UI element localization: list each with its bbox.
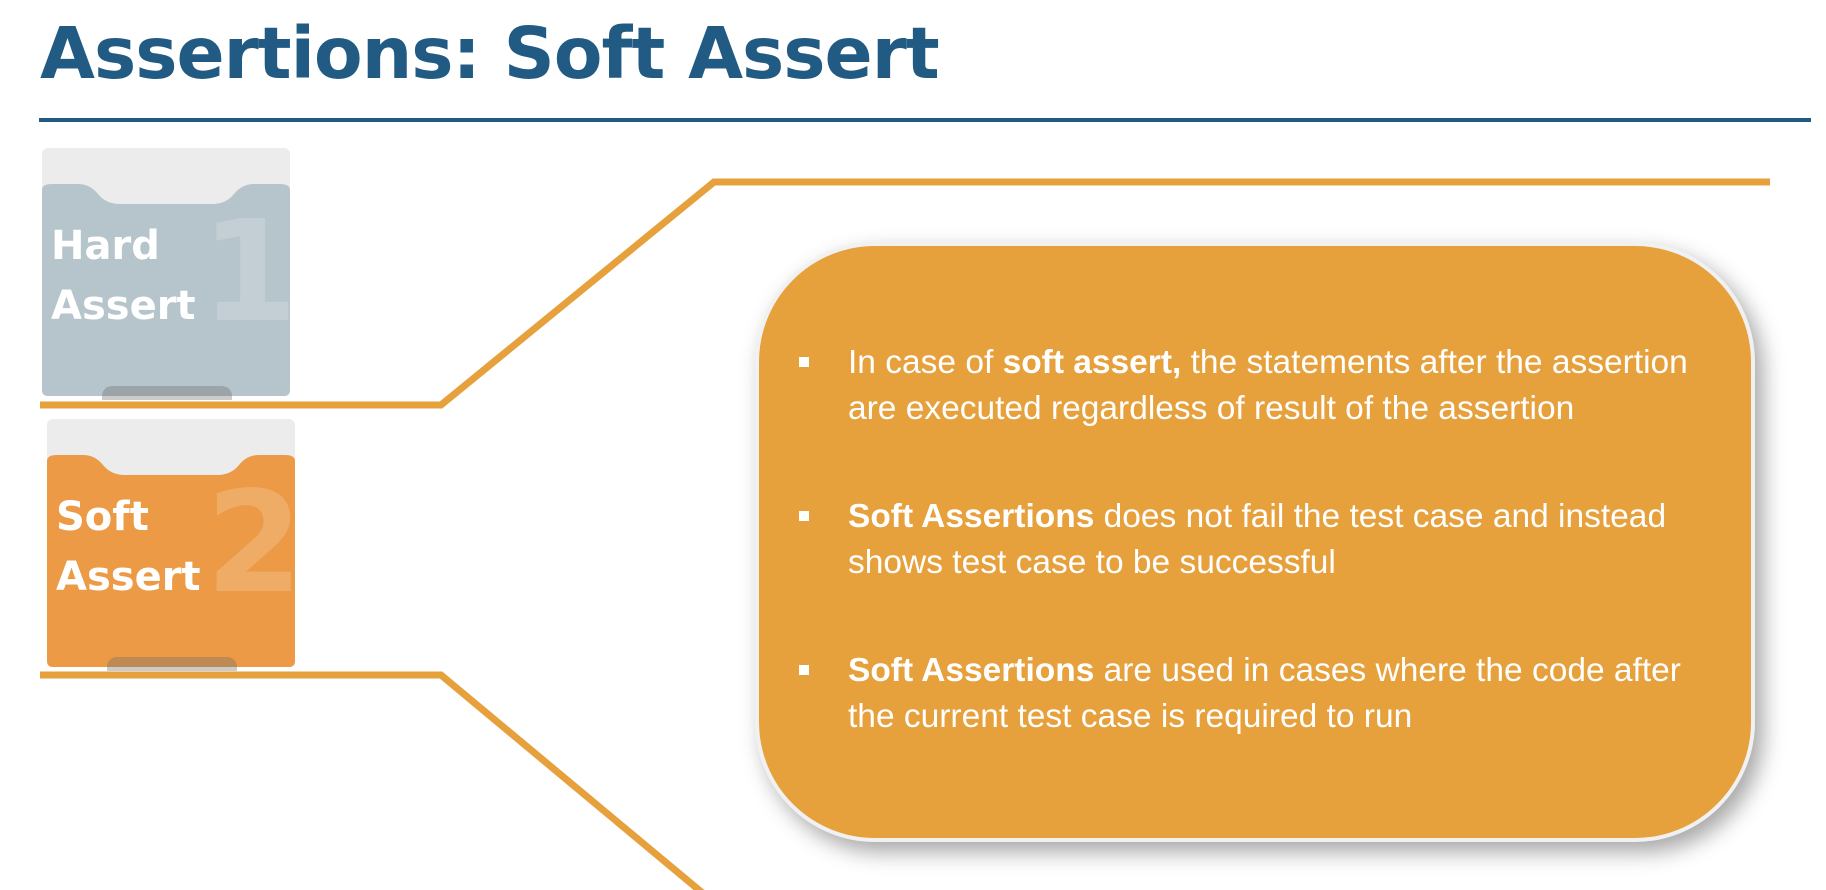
bullet-text-bold: soft assert, — [1002, 344, 1182, 381]
tab-bottom-bump — [107, 657, 237, 671]
tab-label-line: Soft — [56, 494, 149, 540]
lower-connector-line — [40, 671, 705, 890]
square-bullet-icon — [799, 511, 809, 521]
tab-number: 2 — [205, 462, 303, 625]
slide-title: Assertions: Soft Assert — [40, 12, 940, 95]
square-bullet-icon — [799, 665, 809, 675]
bullet-item: Soft Assertions does not fail the test c… — [799, 494, 1719, 586]
bullet-text-bold: Soft Assertions — [848, 498, 1095, 535]
tab-label: Soft Assert — [56, 487, 246, 607]
bullet-item: In case of soft assert, the statements a… — [799, 340, 1719, 432]
tab-label-line: Hard — [51, 223, 160, 269]
tab-label-line: Assert — [51, 283, 196, 329]
tab-label: Hard Assert — [51, 216, 241, 336]
upper-connector-line — [40, 178, 1770, 409]
tab-number: 1 — [200, 191, 298, 354]
bullet-text-post: are used in cases where the code after t… — [848, 652, 1681, 735]
tab-bottom-bump — [102, 386, 232, 400]
tab-front-panel — [42, 184, 290, 396]
tab-soft-assert[interactable]: 2 Soft Assert — [47, 419, 303, 671]
square-bullet-icon — [799, 357, 809, 367]
bullet-text-pre: In case of — [848, 344, 1003, 381]
title-divider — [39, 118, 1811, 122]
bullet-text-bold: Soft Assertions — [848, 652, 1095, 689]
bullet-text-post: the statements after the assertion are e… — [848, 344, 1688, 427]
bullet-text-post: does not fail the test case and instead … — [848, 498, 1667, 581]
bullet-list: In case of soft assert, the statements a… — [799, 340, 1719, 802]
bullet-item: Soft Assertions are used in cases where … — [799, 648, 1719, 740]
tab-hard-assert[interactable]: 1 Hard Assert — [42, 148, 298, 400]
content-callout-panel: In case of soft assert, the statements a… — [755, 242, 1755, 842]
tab-label-line: Assert — [56, 554, 201, 600]
tab-front-panel — [47, 455, 295, 667]
